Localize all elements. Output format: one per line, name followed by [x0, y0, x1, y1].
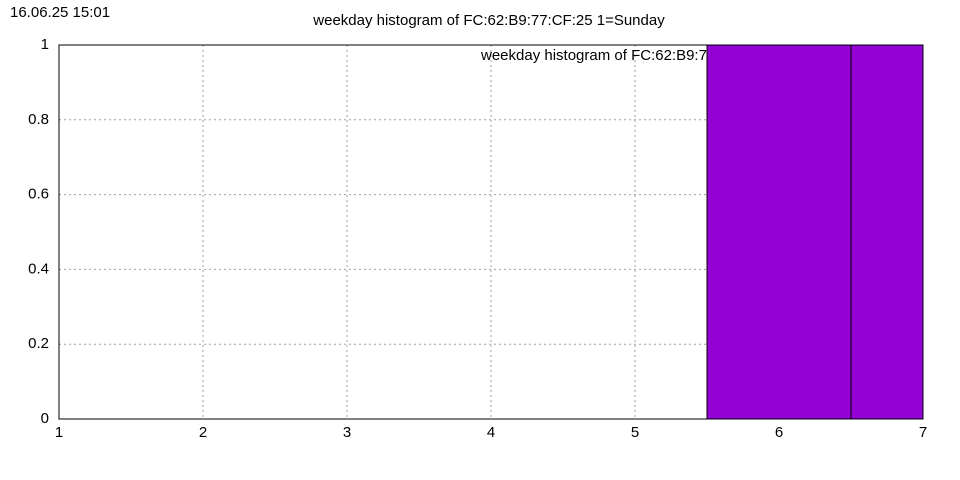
chart-title: weekday histogram of FC:62:B9:77:CF:25 1…	[312, 12, 665, 29]
x-tick-label: 6	[775, 424, 783, 441]
plot-border	[58, 44, 924, 420]
bars	[706, 45, 923, 419]
x-tick-label: 1	[55, 424, 63, 441]
x-tick-label: 4	[487, 424, 495, 441]
y-tick-label: 0	[41, 410, 49, 427]
timestamp: 16.06.25 15:01	[10, 4, 110, 21]
y-tick-label: 0.2	[28, 335, 49, 352]
bar	[706, 45, 852, 419]
y-tick-label: 0.4	[28, 260, 49, 277]
y-tick-label: 0.8	[28, 111, 49, 128]
x-tick-label: 2	[199, 424, 207, 441]
x-tick-label: 3	[343, 424, 351, 441]
x-tick-label: 7	[919, 424, 927, 441]
y-tick-label: 0.6	[28, 186, 49, 203]
x-tick-label: 5	[631, 424, 639, 441]
y-tick-label: 1	[41, 36, 49, 53]
legend-label: weekday histogram of FC:62:B9:77:CF:25	[480, 47, 760, 64]
bar	[850, 45, 923, 419]
